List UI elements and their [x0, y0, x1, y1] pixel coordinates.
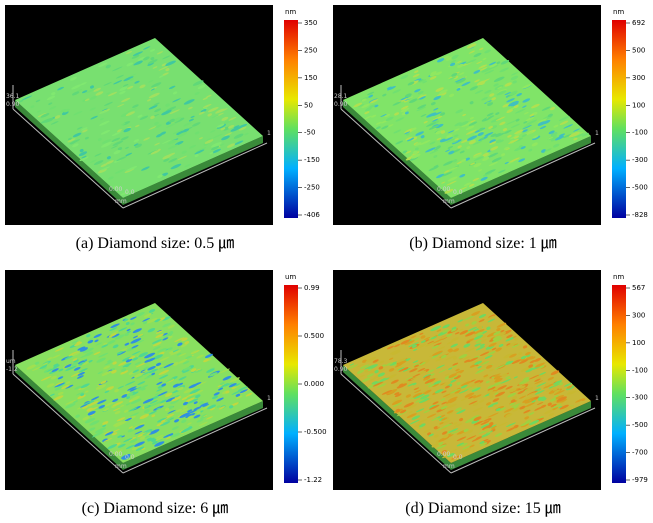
- axis-label: 0.00: [109, 451, 123, 458]
- colorbar-label: 50: [304, 101, 313, 109]
- axis-label: mm: [443, 198, 455, 205]
- colorbar-label: 100: [632, 101, 645, 109]
- panel: 36.10.90 1 0.000.0 mm nm 350 250 150 50 -50 -150 -2…: [5, 5, 320, 252]
- axis-label: 28.1: [334, 93, 348, 100]
- colorbar-label: -0.500: [304, 428, 327, 436]
- axis-label: 0.00: [437, 186, 451, 193]
- colorbar-label: 150: [304, 74, 317, 82]
- colorbar-label: -700: [632, 449, 648, 457]
- axis-label: mm: [443, 463, 455, 470]
- colorbar-label: -100: [632, 366, 648, 374]
- colorbar-label: -300: [632, 156, 648, 164]
- axis-label: um: [6, 358, 16, 365]
- caption: (b) Diamond size: 1 ㎛: [409, 235, 557, 252]
- colorbar-unit: nm: [613, 8, 624, 16]
- colorbar-label: -500: [632, 184, 648, 192]
- axis-label: 0.90: [334, 101, 348, 108]
- axis-label: 0.0: [125, 189, 135, 196]
- colorbar-label: 250: [304, 46, 317, 54]
- axis-label: 0.90: [334, 366, 348, 373]
- colorbar: [284, 285, 298, 483]
- colorbar-label: -979: [632, 476, 648, 484]
- axis-label: 0.0: [453, 454, 463, 461]
- panel: 28.10.90 1 0.000.0 mm nm 692 500 300 100 -100 -300…: [333, 5, 648, 252]
- colorbar-label: 300: [632, 311, 645, 319]
- colorbar-unit: um: [285, 273, 296, 281]
- axis-label: 78.3: [334, 358, 348, 365]
- colorbar-unit: nm: [285, 8, 296, 16]
- colorbar-label: -100: [632, 129, 648, 137]
- panel: 78.30.90 1 0.000.0 mm nm 567 300 100 -100 -300 -50…: [333, 270, 648, 517]
- axis-label: mm: [115, 463, 127, 470]
- axis-label: 0.90: [6, 101, 20, 108]
- colorbar-label: 300: [632, 74, 645, 82]
- axis-label: 0.00: [109, 186, 123, 193]
- colorbar-label: 500: [632, 46, 645, 54]
- colorbar-label: -150: [304, 156, 320, 164]
- colorbar-label: 567: [632, 284, 645, 292]
- colorbar-label: -406: [304, 211, 320, 219]
- axis-label: 1: [595, 130, 599, 137]
- axis-label: 1: [595, 395, 599, 402]
- axis-label: 0.00: [437, 451, 451, 458]
- colorbar-label: 100: [632, 339, 645, 347]
- colorbar-label: -300: [632, 394, 648, 402]
- colorbar: [284, 20, 298, 218]
- colorbar: [612, 20, 626, 218]
- colorbar-label: 0.000: [304, 380, 324, 388]
- caption: (a) Diamond size: 0.5 ㎛: [76, 235, 235, 252]
- colorbar-label: -1.22: [304, 476, 322, 484]
- caption: (d) Diamond size: 15 ㎛: [405, 500, 561, 517]
- axis-label: -1.2: [6, 366, 18, 373]
- axis-label: mm: [115, 198, 127, 205]
- caption: (c) Diamond size: 6 ㎛: [82, 500, 229, 517]
- colorbar-label: -828: [632, 211, 648, 219]
- axis-label: 36.1: [6, 93, 20, 100]
- colorbar-label: 692: [632, 19, 645, 27]
- axis-label: 0.0: [125, 454, 135, 461]
- colorbar-label: -50: [304, 129, 315, 137]
- panel: um-1.210.000.0mmum0.990.5000.000-0.500-1…: [5, 270, 327, 517]
- colorbar-label: 350: [304, 19, 317, 27]
- colorbar-label: 0.500: [304, 332, 324, 340]
- colorbar-label: 0.99: [304, 284, 320, 292]
- colorbar-unit: nm: [613, 273, 624, 281]
- axis-label: 1: [267, 130, 271, 137]
- colorbar: [612, 285, 626, 483]
- figure: 36.10.9010.000.0mmnm35025015050-50-150-2…: [0, 0, 653, 523]
- colorbar-label: -250: [304, 184, 320, 192]
- colorbar-label: -500: [632, 421, 648, 429]
- axis-label: 0.0: [453, 189, 463, 196]
- axis-label: 1: [267, 395, 271, 402]
